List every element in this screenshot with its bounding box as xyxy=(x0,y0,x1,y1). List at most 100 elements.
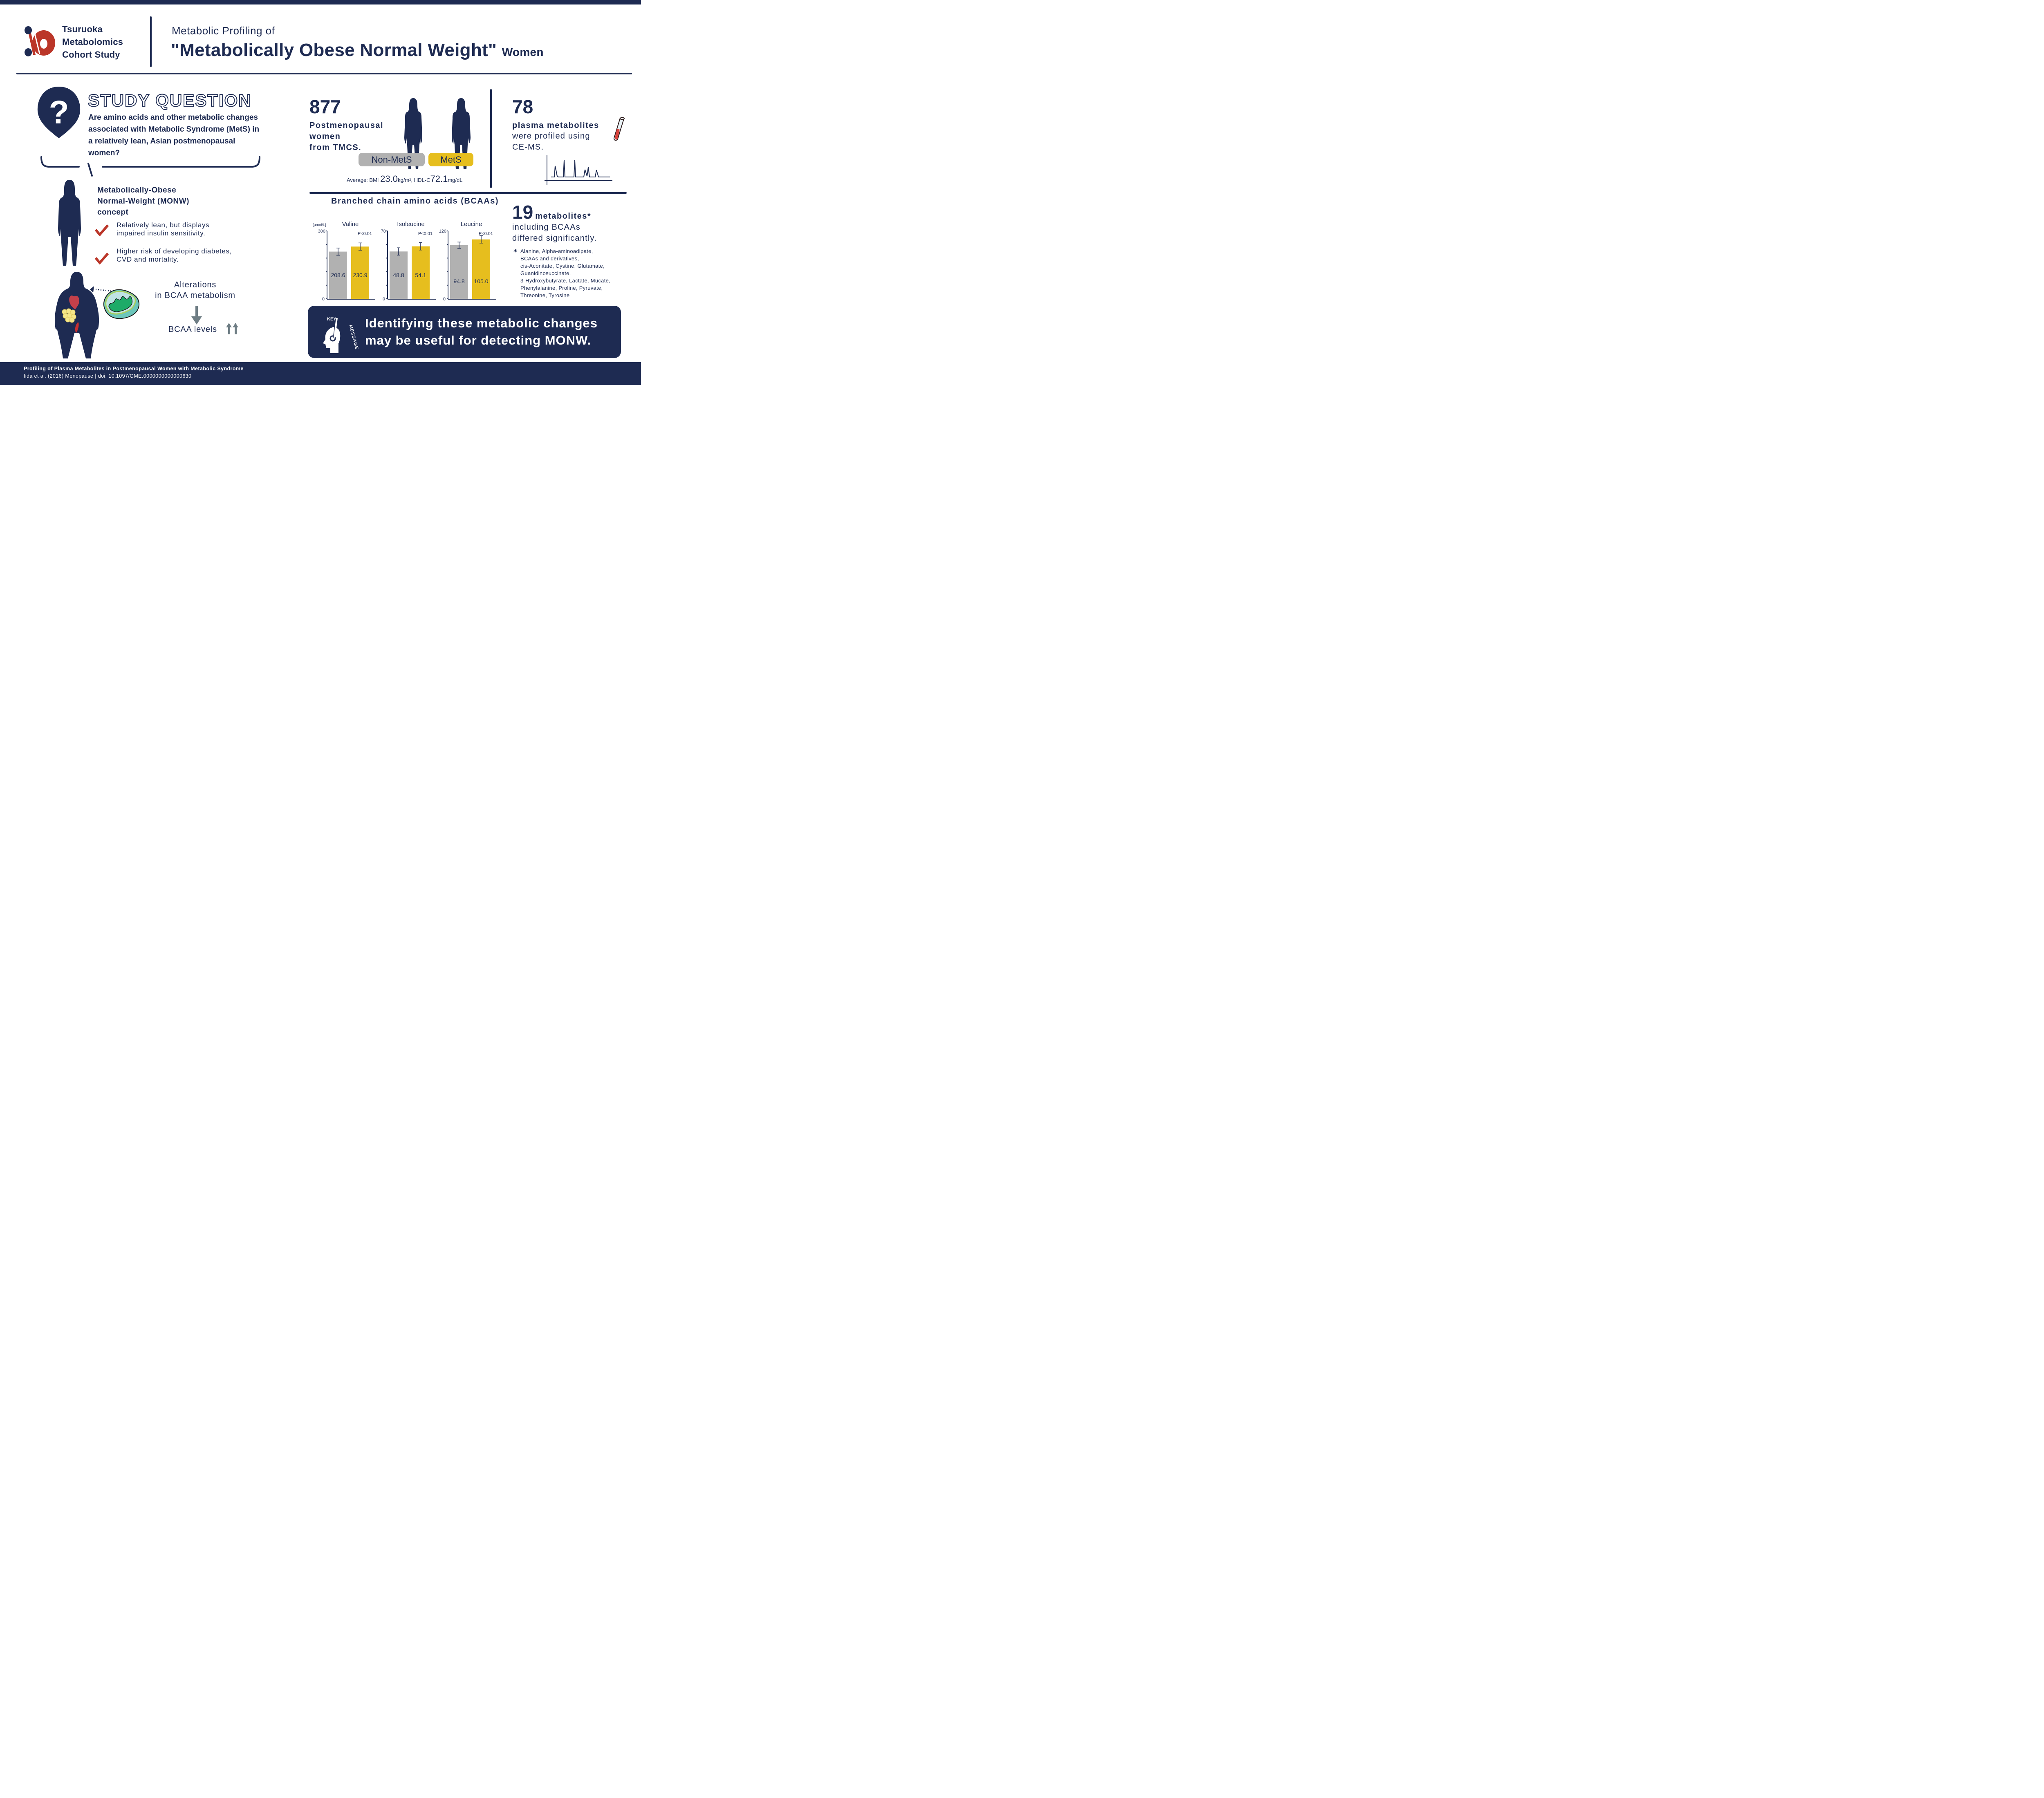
y-tick-label: 70 xyxy=(381,229,386,234)
monw-point-line: Relatively lean, but displays xyxy=(117,221,210,229)
page-title: "Metabolically Obese Normal Weight" Wome… xyxy=(171,40,544,60)
bar-value-label: 208.6 xyxy=(331,272,345,278)
stats-divider xyxy=(490,89,492,188)
cohort-line: Postmenopausal xyxy=(309,121,384,130)
y-tick-label: 300 xyxy=(318,229,325,234)
profiling-line: CE-MS. xyxy=(512,143,544,152)
p-value-label: P<0.01 xyxy=(479,231,493,236)
title-subtitle: Metabolic Profiling of xyxy=(172,25,275,37)
bar-value-label: 230.9 xyxy=(353,272,367,278)
monw-title-line: Metabolically-Obese xyxy=(97,186,177,195)
y-tick-label: 0 xyxy=(383,297,385,302)
key-message-head-icon: KEY MESSAGE xyxy=(323,317,359,353)
y-tick-label: 120 xyxy=(439,229,446,234)
footnote-mark: * xyxy=(513,248,518,256)
double-up-arrow-icon xyxy=(226,323,238,334)
non-mets-label: Non-MetS xyxy=(359,153,425,166)
bar-value-label: 94.8 xyxy=(453,278,464,284)
mets-woman-icon xyxy=(452,98,471,169)
cohort-description: Postmenopausal women from TMCS. xyxy=(309,120,383,153)
chart-title: Branched chain amino acids (BCAAs) xyxy=(331,197,499,206)
monw-point: Relatively lean, but displays impaired i… xyxy=(117,221,209,237)
p-value-label: P<0.01 xyxy=(418,231,433,236)
cohort-line: from TMCS. xyxy=(309,143,362,152)
message-label: MESSAGE xyxy=(348,325,359,350)
middle-rule xyxy=(309,192,627,194)
alterations-line: in BCAA metabolism xyxy=(155,291,235,300)
bar-mets xyxy=(412,246,430,299)
bcaa-levels-text: BCAA levels xyxy=(168,325,217,334)
key-message-line: Identifying these metabolic changes xyxy=(365,316,598,330)
key-message-text: Identifying these metabolic changes may … xyxy=(365,315,598,349)
hdl-unit: mg/dL xyxy=(448,177,463,183)
title-suffix: Women xyxy=(502,46,544,58)
chart-panel-title: Valine xyxy=(342,221,359,228)
significant-line: including BCAAs xyxy=(512,223,580,232)
bar-non-mets xyxy=(450,245,468,299)
significant-description: including BCAAs differed significantly. xyxy=(512,222,597,244)
lean-woman-silhouette-icon xyxy=(58,180,81,266)
monw-point-line: Higher risk of developing diabetes, xyxy=(117,247,232,255)
key-message-box xyxy=(308,306,621,358)
tmcs-logo-icon xyxy=(25,26,55,56)
monw-point-line: impaired insulin sensitivity. xyxy=(117,229,206,237)
footer-bar xyxy=(0,362,641,385)
top-bar xyxy=(0,0,641,4)
bmi-label: BMI xyxy=(369,177,379,183)
svg-text:?: ? xyxy=(49,94,69,130)
y-tick-label: 0 xyxy=(443,297,446,302)
bar-value-label: 48.8 xyxy=(393,272,404,278)
logo-line: Cohort Study xyxy=(62,49,120,60)
bar-mets xyxy=(472,239,490,299)
alterations-text: Alterations in BCAA metabolism xyxy=(145,280,245,301)
bmi-value: 23.0 xyxy=(380,174,398,184)
check-icon xyxy=(95,253,109,264)
metabolite-list: Alanine, Alpha-aminoadipate, BCAAs and d… xyxy=(520,248,610,299)
average-stats: Average: BMI 23.0kg/m², HDL-C72.1mg/dL xyxy=(347,174,462,184)
bar-non-mets xyxy=(329,251,347,299)
metabolite-list-line: Guanidinosuccinate, xyxy=(520,270,571,276)
header-divider xyxy=(150,16,152,67)
monw-title-line: concept xyxy=(97,208,129,217)
footer-citation: Iida et al. (2016) Menopause | doi: 10.1… xyxy=(24,373,192,379)
study-question-text: Are amino acids and other metabolic chan… xyxy=(88,113,260,157)
significant-header: 19 metabolites* xyxy=(512,201,591,223)
significant-line: differed significantly. xyxy=(512,234,597,243)
hdl-value: 72.1 xyxy=(430,174,448,184)
bar-non-mets xyxy=(390,251,408,299)
bmi-unit: kg/m², xyxy=(398,177,413,183)
hdl-label: HDL-C xyxy=(414,177,430,183)
y-axis-unit-label: [μmol/L] xyxy=(313,223,326,227)
study-question-heading: STUDY QUESTION xyxy=(87,90,252,110)
significant-count: 19 xyxy=(512,202,533,223)
monw-title: Metabolically-Obese Normal-Weight (MONW)… xyxy=(97,185,189,218)
test-tube-icon xyxy=(613,117,625,141)
profiling-line: were profiled using xyxy=(512,132,590,141)
bcaa-bar-chart: [μmol/L] Valine 0 300 P<0.01 208.6 230.9 Isole… xyxy=(313,221,496,302)
footer-paper-title: Profiling of Plasma Metabolites in Postm… xyxy=(24,366,244,372)
monw-title-line: Normal-Weight (MONW) xyxy=(97,197,189,206)
chart-panel-title: Isoleucine xyxy=(397,221,425,228)
metabolite-list-line: 3-Hydroxybutyrate, Lactate, Mucate, xyxy=(520,278,611,284)
average-label: Average: xyxy=(347,177,368,183)
check-icon xyxy=(95,224,109,236)
chart-panel-title: Leucine xyxy=(461,221,482,228)
profiling-bold-line: plasma metabolites xyxy=(512,121,599,130)
header-rule xyxy=(16,73,632,74)
metabolite-count: 78 xyxy=(512,96,533,117)
metabolite-list-line: Alanine, Alpha-aminoadipate, xyxy=(520,248,593,254)
fat-cells-icon xyxy=(62,308,76,323)
bar-mets xyxy=(351,246,369,299)
logo-text: Tsuruoka Metabolomics Cohort Study xyxy=(62,23,123,61)
logo-line: Metabolomics xyxy=(62,37,123,47)
alterations-line: Alterations xyxy=(174,280,217,289)
monw-point-line: CVD and mortality. xyxy=(117,255,179,263)
monw-point: Higher risk of developing diabetes, CVD … xyxy=(117,247,232,264)
metabolite-list-line: Threonine, Tyrosine xyxy=(520,292,570,298)
logo-line: Tsuruoka xyxy=(62,24,103,34)
metabolite-list-line: cis-Aconitate, Cystine, Glutamate, xyxy=(520,263,605,269)
cohort-line: women xyxy=(309,132,341,141)
key-label: KEY xyxy=(327,317,336,322)
down-arrow-icon xyxy=(191,306,202,325)
metabolite-list-line: BCAAs and derivatives, xyxy=(520,255,579,262)
